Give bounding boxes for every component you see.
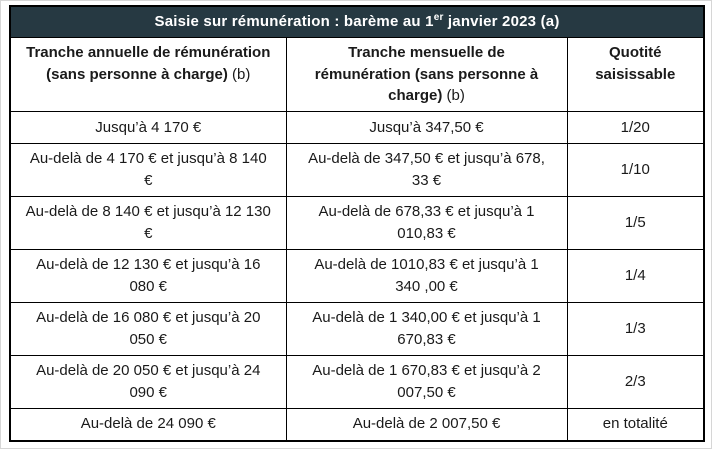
table-cell-annual: Au-delà de 16 080 € et jusqu’à 20 050 € [9, 302, 287, 356]
title-row: Saisie sur rémunération : barème au 1er … [9, 5, 705, 38]
garnishment-scale-table: Saisie sur rémunération : barème au 1er … [9, 5, 706, 442]
header-label: Tranche mensuelle de rémunération (sans … [314, 43, 539, 105]
table-cell-annual: Au-delà de 24 090 € [9, 408, 287, 441]
header-label: Quotité saisissable [595, 43, 676, 83]
table-cell-quota: 1/20 [566, 111, 705, 144]
title-superscript: er [433, 12, 444, 23]
header-row: Tranche annuelle de rémunération (sans p… [9, 36, 705, 113]
header-label: Tranche annuelle de rémunération (sans p… [26, 43, 271, 83]
table-title-text: Saisie sur rémunération : barème au 1 [154, 13, 434, 30]
header-cell-seizable-portion: Quotité saisissable [566, 36, 705, 113]
table-cell-quota: 1/10 [566, 143, 705, 197]
table-title-bar: Saisie sur rémunération : barème au 1er … [9, 5, 705, 38]
table-cell-monthly: Au-delà de 347,50 € et jusqu’à 678, 33 € [285, 143, 568, 197]
header-cell-annual-bracket: Tranche annuelle de rémunération (sans p… [9, 36, 287, 113]
table-cell-monthly: Au-delà de 2 007,50 € [285, 408, 568, 441]
table-row: Au-delà de 8 140 € et jusqu’à 12 130 € A… [9, 196, 705, 250]
table-cell-annual: Jusqu’à 4 170 € [9, 111, 287, 144]
table-cell-monthly: Au-delà de 1 670,83 € et jusqu’à 2 007,5… [285, 355, 568, 409]
table-cell-annual: Au-delà de 4 170 € et jusqu’à 8 140 € [9, 143, 287, 197]
table-cell-monthly: Au-delà de 1010,83 € et jusqu’à 1 340 ,0… [285, 249, 568, 303]
table-cell-quota: 1/5 [566, 196, 705, 250]
table-cell-annual: Au-delà de 20 050 € et jusqu’à 24 090 € [9, 355, 287, 409]
table-row: Au-delà de 4 170 € et jusqu’à 8 140 € Au… [9, 143, 705, 197]
table-row: Au-delà de 12 130 € et jusqu’à 16 080 € … [9, 249, 705, 303]
table-cell-quota: 1/3 [566, 302, 705, 356]
table-cell-monthly: Jusqu’à 347,50 € [285, 111, 568, 144]
table-row: Jusqu’à 4 170 € Jusqu’à 347,50 € 1/20 [9, 111, 705, 144]
table-row: Au-delà de 24 090 € Au-delà de 2 007,50 … [9, 408, 705, 441]
table-cell-monthly: Au-delà de 1 340,00 € et jusqu’à 1 670,8… [285, 302, 568, 356]
table-row: Au-delà de 20 050 € et jusqu’à 24 090 € … [9, 355, 705, 409]
table-cell-annual: Au-delà de 12 130 € et jusqu’à 16 080 € [9, 249, 287, 303]
header-footnote-ref: (b) [232, 65, 251, 83]
table-cell-monthly: Au-delà de 678,33 € et jusqu’à 1 010,83 … [285, 196, 568, 250]
table-row: Au-delà de 16 080 € et jusqu’à 20 050 € … [9, 302, 705, 356]
table-title-suffix: janvier 2023 (a) [443, 13, 560, 30]
header-cell-monthly-bracket: Tranche mensuelle de rémunération (sans … [285, 36, 568, 113]
table-cell-quota: en totalité [566, 408, 705, 441]
table-cell-annual: Au-delà de 8 140 € et jusqu’à 12 130 € [9, 196, 287, 250]
table-cell-quota: 2/3 [566, 355, 705, 409]
table-cell-quota: 1/4 [566, 249, 705, 303]
header-footnote-ref: (b) [446, 87, 465, 105]
